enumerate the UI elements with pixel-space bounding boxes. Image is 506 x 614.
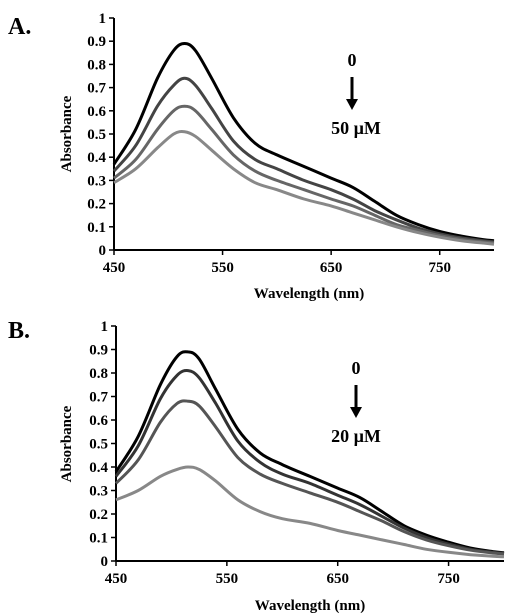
spectrum-line-4 [113,130,495,246]
y-tick-label: 0.4 [87,150,106,166]
spectrum-line-2 [114,369,505,555]
y-tick-label: 0.3 [89,484,108,500]
concentration-end-label: 20 µM [331,426,381,446]
tick-layer: 0 0.1 0.2 0.3 0.4 0.5 0.6 0.7 0.8 0.9 1 450 550 650 75… [89,319,460,587]
y-tick-label: 0.2 [87,197,106,213]
x-axis-title: Wavelength (nm) [255,598,365,614]
y-tick-label: 0.6 [89,413,108,429]
y-tick-label: 0.4 [89,460,108,476]
y-tick-label: 0.3 [87,173,106,189]
tick-layer: 0 0.1 0.2 0.3 0.4 0.5 0.6 0.7 0.8 0.9 1 450 550 650 75… [87,11,451,276]
y-tick-label: 0.8 [89,366,108,382]
y-tick-label: 1 [101,319,109,335]
y-tick-label: 0.7 [89,390,108,406]
series-layer [112,42,495,246]
spectrum-line-4 [115,465,505,559]
y-tick-label: 0.7 [87,81,106,97]
concentration-start-label: 0 [352,358,361,378]
concentration-start-label: 0 [348,50,357,70]
y-tick-label: 0.2 [89,507,108,523]
x-tick-label: 650 [326,571,349,587]
arrow-down-icon [346,77,358,110]
y-tick-label: 0.5 [87,127,106,143]
y-tick-label: 0 [99,243,107,259]
x-tick-label: 550 [211,260,234,276]
spectrum-line-1 [112,42,495,243]
spectrum-line-3 [114,399,505,556]
spectrum-line-2 [112,76,495,244]
y-tick-label: 0.9 [89,343,108,359]
y-axis-title: Absorbance [59,405,75,482]
panel-label: A. [8,14,31,40]
y-tick-label: 0 [101,554,109,570]
y-tick-label: 0.6 [87,104,106,120]
y-tick-label: 0.8 [87,57,106,73]
x-tick-label: 550 [216,571,239,587]
panel-label: B. [8,318,30,344]
x-axis-title: Wavelength (nm) [254,286,364,302]
y-tick-label: 0.1 [87,220,106,236]
y-tick-label: 0.5 [89,437,108,453]
x-tick-label: 450 [103,260,126,276]
series-layer [114,350,505,559]
x-tick-label: 450 [105,571,128,587]
x-tick-label: 650 [320,260,343,276]
y-tick-label: 0.9 [87,34,106,50]
x-tick-label: 750 [437,571,460,587]
chart-panel-b: B. Absorbance Wavelength (nm) 0 20 µM 00… [8,318,505,614]
y-tick-label: 0.1 [89,531,108,547]
chart-panel-a: A. Absorbance Wavelength (nm) 0 50 µM 00… [8,11,495,302]
concentration-end-label: 50 µM [331,118,381,138]
y-tick-label: 1 [99,11,107,27]
spectrum-line-1 [114,350,505,555]
spectrum-line-3 [113,104,495,245]
arrow-down-icon [350,385,362,418]
x-tick-label: 750 [428,260,451,276]
y-axis-title: Absorbance [59,95,75,172]
